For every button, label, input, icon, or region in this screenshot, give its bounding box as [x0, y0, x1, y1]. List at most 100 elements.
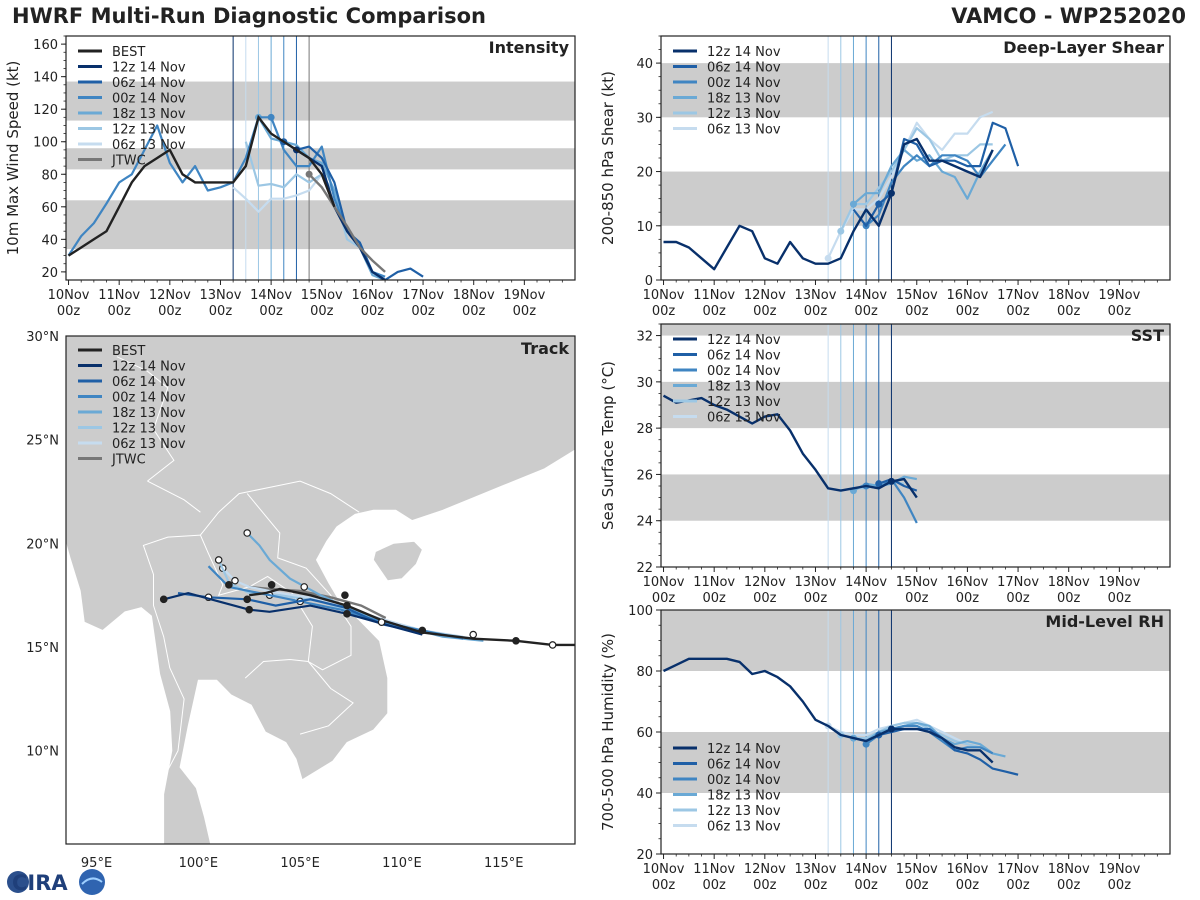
band-sst — [661, 324, 1170, 336]
xtick-day-label-intensity: 14Nov — [250, 288, 292, 303]
country-border — [244, 658, 354, 735]
track-point-12z-14-nov — [343, 610, 351, 618]
track-point-18z-13-nov — [300, 583, 309, 591]
band-rh — [661, 610, 1170, 671]
xtick-hour-label-shear: 00z — [804, 304, 828, 319]
xtick-hour-label-intensity: 00z — [158, 304, 182, 319]
ylabel-intensity: 10m Max Wind Speed (kt) — [4, 61, 22, 256]
xtick-day-label-sst: 17Nov — [997, 575, 1039, 590]
xtick-hour-label-rh: 00z — [1057, 878, 1081, 893]
xtick-day-label-shear: 15Nov — [896, 288, 938, 303]
series-marker-rh-12z-14-nov — [887, 725, 895, 733]
ytick-label-shear: 20 — [636, 166, 653, 181]
legend-label-intensity: 06z 13 Nov — [112, 138, 186, 153]
legend-label-track: JTWC — [111, 453, 146, 468]
xtick-hour-label-sst: 00z — [854, 591, 878, 606]
xtick-hour-label-intensity: 00z — [513, 304, 537, 319]
xtick-day-label-rh: 17Nov — [997, 862, 1039, 877]
series-marker-rh-00z-14-nov — [862, 740, 870, 748]
xtick-hour-label-rh: 00z — [1006, 878, 1030, 893]
series-line-shear-12z-14-nov — [663, 137, 994, 271]
series-line-shear-06z-13-nov — [827, 110, 994, 259]
xtick-hour-label-shear: 00z — [652, 304, 676, 319]
track-point-best — [469, 630, 478, 639]
series-line-rh-12z-14-nov — [662, 657, 994, 764]
xtick-hour-label-intensity: 00z — [209, 304, 233, 319]
legend-label-shear: 06z 13 Nov — [707, 123, 781, 138]
legend-label-track: 00z 14 Nov — [112, 391, 186, 406]
band-intensity — [66, 148, 575, 170]
ytick-label-shear: 10 — [636, 220, 653, 235]
legend-label-intensity: 06z 14 Nov — [112, 76, 186, 91]
xtick-hour-label-sst: 00z — [1057, 591, 1081, 606]
ytick-label-rh: 100 — [628, 604, 653, 619]
xtick-hour-label-intensity: 00z — [411, 304, 435, 319]
ytick-label-intensity: 80 — [41, 168, 58, 183]
band-intensity — [66, 200, 575, 250]
xtick-hour-label-shear: 00z — [1057, 304, 1081, 319]
ylabel-rh: 700-500 hPa Humidity (%) — [599, 633, 617, 831]
cira-logo-globe-icon — [7, 871, 29, 893]
ytick-label-intensity: 120 — [33, 103, 58, 118]
xtick-day-label-intensity: 15Nov — [301, 288, 343, 303]
legend-label-shear: 06z 14 Nov — [707, 61, 781, 76]
country-border — [116, 356, 175, 482]
xtick-hour-label-sst: 00z — [1108, 591, 1132, 606]
plot-area-intensity — [66, 36, 575, 280]
ytick-label-track: 25°N — [26, 434, 59, 449]
legend-label-intensity: 18z 13 Nov — [112, 107, 186, 122]
xtick-hour-label-intensity: 00z — [57, 304, 81, 319]
track-point-best — [548, 641, 557, 649]
xtick-hour-label-rh: 00z — [753, 878, 777, 893]
track-point-best — [377, 618, 386, 626]
ylabel-sst: Sea Surface Temp (°C) — [599, 361, 617, 530]
legend-label-shear: 00z 14 Nov — [707, 76, 781, 91]
track-point-18z-13-nov — [243, 529, 252, 537]
xtick-day-label-rh: 10Nov — [643, 862, 685, 877]
ytick-label-intensity: 140 — [33, 71, 58, 86]
plot-area-track — [66, 336, 575, 844]
xtick-hour-label-shear: 00z — [753, 304, 777, 319]
xtick-hour-label-rh: 00z — [956, 878, 980, 893]
series-marker-intensity-00z-14-nov — [267, 113, 275, 121]
legend-label-rh: 12z 13 Nov — [707, 804, 781, 819]
track-line-jtwc — [249, 585, 387, 620]
xtick-day-label-rh: 14Nov — [845, 862, 887, 877]
cira-logo: CIRA — [7, 869, 105, 895]
plot-area-shear — [661, 36, 1170, 280]
xtick-day-label-shear: 14Nov — [845, 288, 887, 303]
xtick-hour-label-intensity: 00z — [310, 304, 334, 319]
ytick-label-sst: 24 — [636, 515, 653, 530]
country-border — [200, 480, 360, 536]
xtick-day-label-sst: 19Nov — [1098, 575, 1140, 590]
series-marker-shear-18z-13-nov — [849, 200, 857, 208]
xtick-hour-label-rh: 00z — [702, 878, 726, 893]
legend-label-sst: 00z 14 Nov — [707, 364, 781, 379]
xtick-hour-label-shear: 00z — [905, 304, 929, 319]
ytick-label-track: 30°N — [26, 330, 59, 345]
xtick-day-label-rh: 11Nov — [693, 862, 735, 877]
xtick-hour-label-sst: 00z — [804, 591, 828, 606]
xtick-hour-label-rh: 00z — [1108, 878, 1132, 893]
cira-logo-text: CIRA — [12, 871, 68, 895]
ytick-label-sst: 32 — [636, 330, 653, 345]
ytick-label-intensity: 100 — [33, 136, 58, 151]
panel-track: 95°E 100°E 105°E 110°E 115°E 10°N 15°N 20°N 25°N… — [26, 330, 576, 871]
legend-label-rh: 12z 14 Nov — [707, 742, 781, 757]
band-intensity — [66, 81, 575, 121]
panel-rh: 2040608010010Nov00z11Nov00z12Nov00z13Nov… — [599, 604, 1171, 893]
legend-label-intensity: 12z 14 Nov — [112, 61, 186, 76]
series-marker-shear-06z-13-nov — [824, 254, 832, 262]
panel-shear: 01020304010Nov00z11Nov00z12Nov00z13Nov00… — [599, 35, 1171, 319]
track-point-best — [512, 636, 520, 645]
panel-intensity: 2040608010012014016010Nov00z11Nov00z12No… — [4, 35, 576, 319]
legend-label-rh: 06z 14 Nov — [707, 758, 781, 773]
storm-id-title: VAMCO - WP252020 — [951, 4, 1186, 28]
xtick-day-label-shear: 11Nov — [693, 288, 735, 303]
ytick-label-rh: 80 — [636, 665, 653, 680]
